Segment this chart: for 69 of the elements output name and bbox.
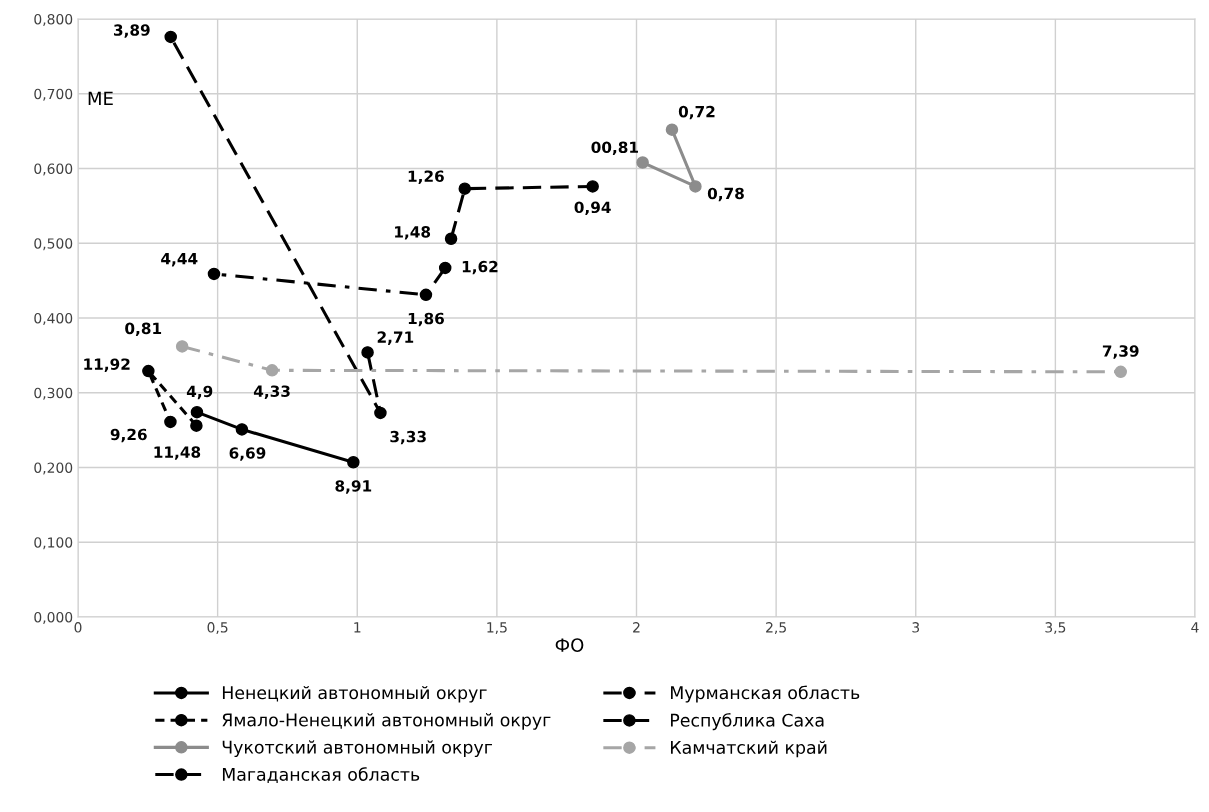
y-tick-label: 0,100 [34,537,73,550]
point [361,346,374,359]
point [142,364,155,378]
x-axis-title: ФО [555,638,584,652]
point [438,261,452,275]
annotation: 0,94 [574,201,611,216]
y-tick-label: 0,300 [34,387,73,400]
annotation: 4,44 [161,253,198,267]
x-tick-label: 2 [633,622,640,633]
x-tick-label: 3,5 [1045,622,1066,635]
legend-label: Ямало-Ненецкий автономный округ [222,713,551,730]
point [419,288,433,302]
point [458,182,472,195]
y-tick-label: 0,800 [34,13,73,26]
annotation: 1,62 [462,260,498,275]
annotation: 3,33 [390,430,426,445]
point [175,340,189,353]
y-tick-label: 0,400 [34,312,73,325]
annotation: 0,72 [678,105,715,120]
annotation: 2,71 [377,331,414,345]
point [636,156,649,169]
point [235,423,249,436]
y-tick-label: 0,700 [34,88,73,101]
point [689,180,702,193]
annotation: 9,26 [110,428,147,443]
x-tick-label: 2,5 [766,622,786,635]
annotation: 6,69 [229,447,266,461]
annotation: 4,9 [186,385,213,400]
y-tick-label: 0,000 [34,611,73,624]
x-tick-label: 0,5 [207,622,228,635]
x-tick-label: 3 [912,622,920,633]
point [190,405,204,419]
y-tick-label: 0,500 [34,238,73,251]
x-tick-label: 1,5 [487,622,507,635]
legend-label: Чукотский автономный округ [222,740,492,758]
annotation: 8,91 [335,480,372,494]
legend-label: Мурманская область [671,685,860,703]
point [374,406,387,420]
annotation: 1,26 [408,170,444,184]
annotation: 0,81 [125,322,162,337]
point [665,123,679,136]
legend-label: Республика Саха [671,713,824,731]
annotation: 0,78 [707,187,744,202]
annotation: 7,39 [1102,345,1139,359]
point [164,30,177,44]
point [347,456,360,469]
point [164,415,177,429]
point [265,364,279,377]
annotation: 1,86 [408,312,444,327]
annotation: 00,81 [591,141,638,156]
annotation: 3,89 [114,24,150,38]
annotation: 1,48 [395,226,431,240]
y-tick-label: 0,600 [34,163,73,176]
annotation: 11,92 [84,358,130,372]
legend-label: Камчатский край [671,740,827,758]
point [1114,365,1127,379]
annotation: 11,48 [154,446,201,460]
point [190,419,203,432]
x-tick-label: 1 [354,622,361,633]
point [207,267,221,281]
x-tick-label: 0 [74,622,82,633]
point [586,180,599,193]
legend-label: Магаданская область [222,767,420,784]
y-tick-label: 0,200 [34,462,73,475]
point [444,232,458,246]
x-tick-label: 4 [1191,622,1199,633]
annotation: 4,33 [253,385,290,399]
legend-label: Ненецкий автономный округ [222,685,487,703]
y-axis-title: МЕ [88,91,113,105]
